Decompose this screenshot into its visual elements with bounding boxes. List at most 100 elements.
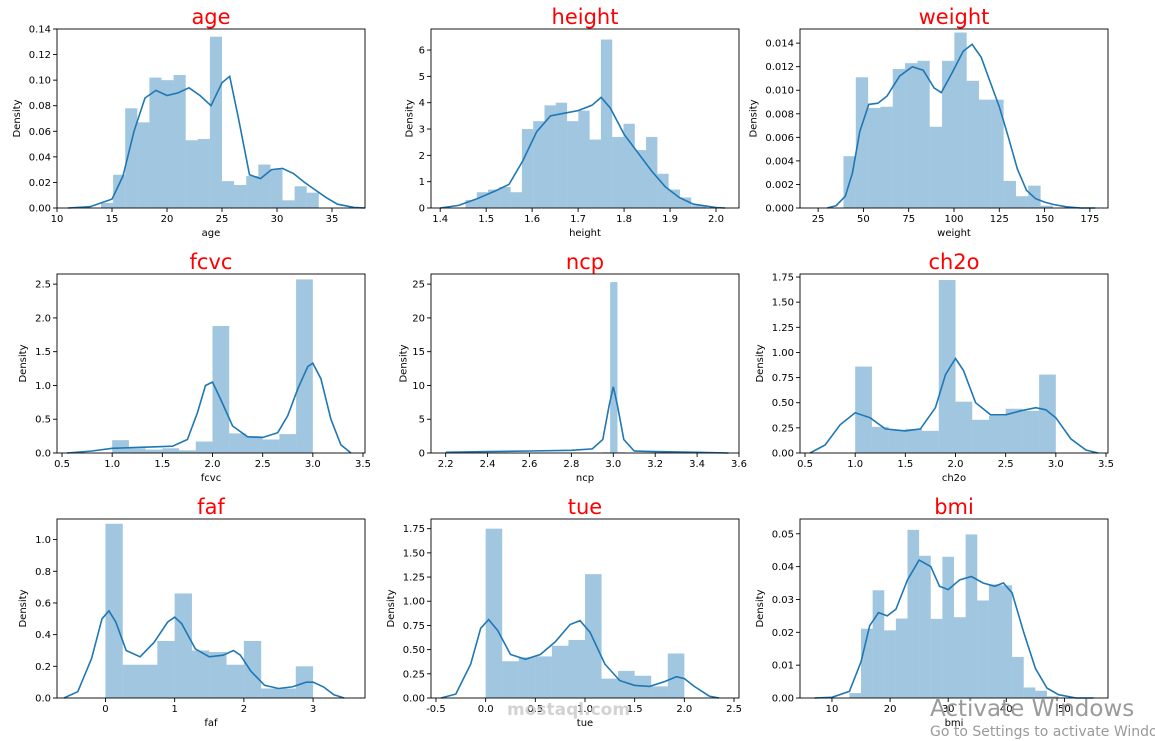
histogram-bar [485, 528, 503, 698]
histogram-bar [101, 202, 114, 208]
y-tick-label: 1.50 [403, 548, 425, 559]
histogram-bar [161, 80, 174, 208]
y-tick-label: 0.04 [772, 562, 794, 573]
histogram-bar [222, 181, 235, 208]
histogram-bar [157, 640, 175, 698]
x-tick-label: 2.4 [480, 459, 496, 470]
y-tick-label: 0.50 [403, 645, 425, 656]
histogram-bar [568, 639, 585, 698]
y-tick-label: 0.014 [765, 39, 794, 50]
histogram-bar [1046, 696, 1059, 698]
y-tick-label: 0.01 [772, 661, 794, 672]
x-tick-label: 3.0 [605, 459, 621, 470]
y-tick-label: 10 [412, 381, 425, 392]
y-tick-label: 0.75 [403, 621, 425, 632]
x-tick-label: 20 [884, 704, 897, 715]
y-tick-label: 0.04 [29, 152, 51, 163]
histogram-bar [955, 401, 973, 453]
y-tick-label: 0.08 [29, 101, 51, 112]
x-tick-label: 2.0 [948, 459, 964, 470]
x-axis-label: height [569, 228, 601, 239]
x-tick-label: 2.5 [255, 459, 271, 470]
x-tick-label: 50 [1058, 704, 1071, 715]
y-tick-label: 0 [419, 204, 425, 215]
y-tick-label: 0.0 [35, 449, 51, 460]
y-tick-label: 0.75 [772, 373, 794, 384]
histogram-bar [634, 675, 652, 698]
y-tick-label: 2.0 [35, 313, 51, 324]
histogram-bar [197, 138, 210, 208]
x-tick-label: -0.5 [426, 704, 446, 715]
y-tick-label: 25 [412, 280, 425, 291]
histogram-bar [954, 617, 966, 698]
kde-line [440, 618, 720, 699]
histogram-bar [892, 69, 906, 208]
x-tick-label: 30 [942, 704, 955, 715]
histogram-bar [105, 523, 123, 698]
axes-frame [56, 518, 366, 699]
histogram-bar [1035, 690, 1047, 698]
watermark-subtitle: Go to Settings to activate Windows. [930, 724, 1155, 740]
y-tick-label: 0.00 [403, 694, 425, 705]
histogram-bar [162, 448, 180, 453]
y-tick-label: 5 [419, 72, 425, 83]
y-tick-label: 0.12 [29, 50, 51, 61]
subplot-age: 10 15 20 25 30 35 0.00 0.02 0.04 0.06 0.08 0.10 0.12… [12, 5, 366, 239]
kde-line [440, 96, 726, 209]
subplot-title: faf [197, 495, 225, 519]
y-axis-label: Density [755, 344, 766, 382]
histogram-bar [938, 280, 956, 453]
y-tick-label: 0.06 [29, 127, 51, 138]
histogram-bar [585, 574, 602, 698]
histogram-bar [965, 534, 978, 698]
y-tick-label: 0.00 [772, 449, 794, 460]
subplot-title: weight [919, 5, 990, 29]
x-tick-label: 1 [171, 704, 177, 715]
subplot-height: 1.4 1.5 1.6 1.7 1.8 1.9 2.0 0 1 2 3 4 5 6 height height… [405, 5, 740, 239]
y-tick-label: 0.05 [772, 529, 794, 540]
y-tick-label: 1.75 [403, 524, 425, 535]
axes-frame [56, 273, 366, 454]
x-tick-label: 2.0 [676, 704, 692, 715]
y-tick-label: 0.50 [772, 398, 794, 409]
histogram-bar [1023, 687, 1036, 698]
histogram-bar [888, 429, 906, 453]
subplot-title: bmi [934, 495, 974, 519]
subplot-faf: 0 1 2 3 0.0 0.2 0.4 0.6 0.8 1.0 faf faf Density [18, 495, 366, 729]
histogram-bar [972, 419, 989, 453]
x-axis-label: tue [577, 718, 593, 729]
x-axis-label: fcvc [201, 473, 221, 484]
y-tick-label: 0.00 [772, 694, 794, 705]
subplot-bmi: 10 20 30 40 50 0.00 0.01 0.02 0.03 0.04 0.05 bmi bmi… [755, 495, 1109, 729]
histogram-bar [544, 105, 556, 208]
histogram-bar [195, 441, 213, 453]
histogram-bar [601, 678, 619, 698]
windows-activation-watermark: Activate Windows Go to Settings to activ… [930, 695, 1155, 741]
kde-line [66, 362, 352, 454]
subplot-ch2o: 0.5 1.0 1.5 2.0 2.5 3.0 3.5 0.00 0.25 0.50 0.75 1.0… [755, 250, 1114, 484]
x-tick-label: 2.2 [438, 459, 454, 470]
histogram-bar [112, 440, 129, 453]
y-axis-label: Density [405, 99, 416, 137]
watermark-title: Activate Windows [930, 696, 1135, 722]
histogram-bar [977, 600, 989, 698]
y-tick-label: 4 [419, 98, 425, 109]
histogram-bar [261, 688, 279, 698]
y-tick-label: 1.25 [772, 323, 794, 334]
y-axis-label: Density [386, 589, 397, 627]
x-tick-label: 3.4 [689, 459, 705, 470]
y-tick-label: 0.008 [765, 109, 794, 120]
histogram-bar [140, 664, 158, 698]
kde-line [814, 559, 1094, 699]
y-tick-label: 1 [419, 177, 425, 188]
histogram-bar [610, 282, 618, 453]
x-axis-label: bmi [945, 718, 964, 729]
y-tick-label: 15 [412, 347, 425, 358]
x-tick-label: 50 [857, 214, 870, 225]
x-tick-label: 1.9 [662, 214, 678, 225]
histogram-bar [499, 186, 511, 208]
kde-line [809, 357, 1099, 454]
x-tick-label: 3 [310, 704, 316, 715]
axes-frame [430, 273, 740, 454]
x-tick-label: 3.5 [355, 459, 371, 470]
